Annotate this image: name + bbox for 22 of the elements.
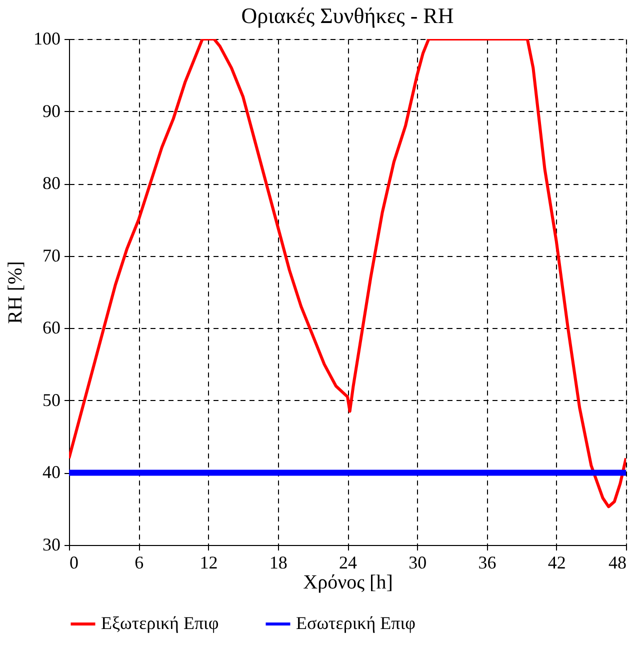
- y-tick-label: 90: [42, 100, 60, 121]
- x-tick-label: 48: [608, 552, 626, 572]
- y-axis-title: RH [%]: [4, 261, 26, 324]
- x-tick-label: 6: [134, 552, 144, 572]
- x-tick-label: 36: [478, 552, 496, 572]
- x-tick-label: 24: [339, 552, 357, 572]
- x-tick-label: 12: [200, 552, 218, 572]
- x-tick-label: 18: [269, 552, 288, 572]
- x-tick-label: 0: [70, 552, 78, 572]
- y-tick-label: 70: [42, 245, 60, 266]
- legend-label: Εξωτερική Επιφ: [101, 613, 219, 633]
- chart-title: Οριακές Συνθήκες - RH: [241, 3, 454, 28]
- y-tick-label: 50: [42, 390, 60, 410]
- legend-label: Εσωτερική Επιφ: [296, 613, 416, 633]
- x-tick-label: 42: [548, 552, 566, 572]
- y-tick-label: 80: [42, 173, 60, 194]
- x-tick-label: 30: [408, 552, 427, 572]
- y-tick-label: 40: [42, 462, 60, 482]
- y-tick-label: 60: [42, 318, 60, 338]
- x-axis-title: Χρόνος [h]: [303, 572, 393, 594]
- y-tick-label: 30: [42, 534, 60, 554]
- y-tick-label: 100: [34, 28, 60, 48]
